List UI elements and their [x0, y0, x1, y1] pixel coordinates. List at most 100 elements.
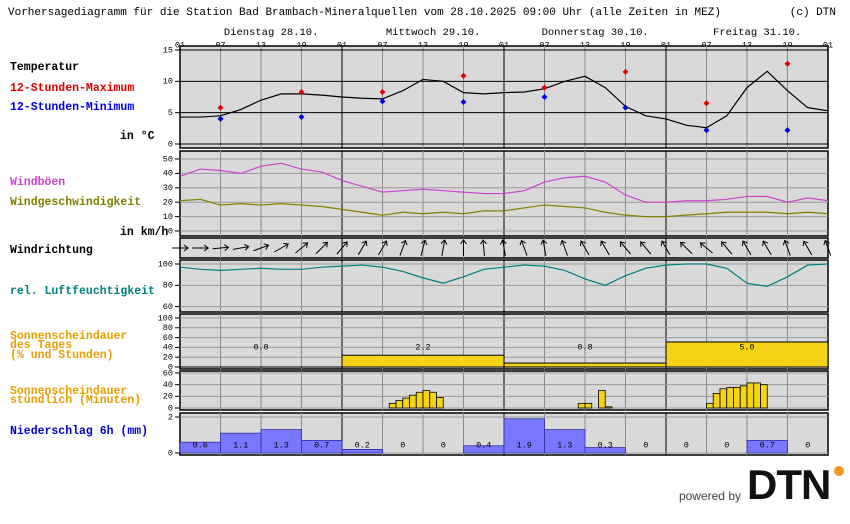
arrow-shaft [762, 240, 772, 256]
wind-arrow [192, 244, 210, 252]
max-min-point [784, 60, 791, 67]
sunshine-hour-bar [598, 390, 606, 409]
precip-bar [301, 439, 343, 454]
precip-label: 1.3 [274, 440, 289, 450]
wind-arrow [823, 239, 832, 256]
y-tick-label: 10 [163, 77, 173, 87]
arrow-shaft [399, 240, 406, 256]
wind-arrow [519, 239, 528, 256]
sunshine-hours-label: 0.0 [253, 342, 268, 352]
arrow-head [499, 239, 507, 245]
arrow-shaft [212, 246, 229, 250]
panel-label: Temperatur [10, 61, 79, 74]
max-min-point [298, 88, 305, 95]
wind-arrow [420, 239, 428, 256]
arrow-shaft [336, 241, 348, 255]
arrow-head [823, 239, 830, 246]
y-tick-label: 5 [168, 108, 173, 118]
precip-label: 0.6 [193, 440, 208, 450]
wind-arrow [212, 244, 230, 252]
arrow-shaft [441, 240, 446, 256]
sunshine-hour-bar [760, 384, 768, 409]
panel-label: Windböen [10, 176, 65, 189]
arrow-shaft [253, 244, 269, 252]
powered-by: powered by [679, 489, 741, 503]
y-tick-label: 10 [163, 212, 173, 222]
sunshine-hour-bar [712, 393, 721, 409]
y-tick-label: 40 [163, 343, 173, 353]
max-min-point [217, 115, 224, 122]
arrow-head [782, 239, 790, 246]
max-min-point [460, 72, 467, 79]
max-min-point [541, 94, 548, 100]
arrow-head [440, 239, 448, 245]
arrow-shaft [378, 240, 387, 256]
arrow-shaft [640, 241, 652, 255]
wind-arrow [640, 241, 652, 255]
y-tick-label: 0 [168, 448, 173, 458]
arrow-shaft [742, 240, 752, 256]
series-line [179, 198, 829, 218]
y-tick-label: 0 [168, 403, 173, 413]
arrow-shaft [502, 240, 506, 256]
max-min-point [379, 98, 386, 105]
arrow-head [223, 244, 230, 252]
wind-arrow [540, 239, 548, 256]
panel-label: stündlich (Minuten) [10, 394, 141, 407]
unit-label: in km/h [120, 226, 168, 239]
panel-label: (% und Stunden) [10, 349, 114, 362]
panel-label: des Tages [10, 339, 72, 352]
wind-arrow [721, 241, 733, 255]
arrow-shaft [824, 240, 832, 256]
wind-arrow [802, 240, 813, 256]
precip-bar [544, 429, 586, 454]
panel-label: Windrichtung [10, 244, 93, 257]
arrow-shaft [561, 240, 568, 256]
wind-arrow [253, 243, 270, 252]
max-min-point [379, 88, 386, 95]
precip-label: 0.7 [314, 440, 329, 450]
arrow-shaft [521, 240, 528, 256]
panel-label: Sonnenscheindauer [10, 330, 127, 343]
y-tick-label: 15 [163, 45, 173, 55]
arrow-shaft [357, 240, 367, 256]
precip-label: 1.1 [233, 440, 248, 450]
arrow-head [699, 242, 706, 248]
wind-arrow [336, 241, 348, 255]
precip-label: 0 [441, 440, 446, 450]
precip-label: 0 [400, 440, 405, 450]
max-min-point [622, 68, 629, 75]
arrow-shaft [295, 242, 308, 254]
sunshine-hour-bar [388, 402, 397, 409]
sunshine-hour-bar [746, 382, 755, 409]
wind-arrow [619, 241, 632, 255]
day-label: Dienstag 28.10. [224, 27, 319, 39]
max-min-point [541, 84, 548, 91]
sunshine-hour-bar [584, 402, 593, 409]
y-tick-label: 30 [163, 183, 173, 193]
wind-arrow [762, 240, 772, 256]
sunshine-hours-label: 2.2 [415, 342, 430, 352]
sunshine-hour-bar [719, 388, 728, 409]
arrow-shaft [721, 241, 733, 255]
day-label: Freitag 31.10. [713, 27, 801, 39]
precip-label: 1.9 [517, 440, 532, 450]
sunshine-hour-bar [739, 385, 748, 409]
wind-arrow [699, 242, 713, 254]
sunshine-hour-bar [409, 394, 417, 409]
arrow-shaft [619, 241, 632, 255]
logo-dot [834, 466, 844, 476]
precip-label: 0 [805, 440, 810, 450]
panel-label: 12-Stunden-Maximum [10, 82, 134, 95]
arrow-head [203, 244, 210, 252]
sunshine-hour-bar [577, 402, 586, 409]
arrow-head [540, 239, 548, 245]
wind-arrow [315, 241, 328, 255]
arrow-head [283, 242, 289, 249]
panel-label: rel. Luftfeuchtigkeit [10, 285, 155, 298]
wind-arrow [172, 244, 189, 252]
max-min-point [784, 127, 791, 134]
arrow-head [243, 243, 250, 251]
sunshine-hours-label: 5.0 [739, 342, 754, 352]
wind-arrow [600, 240, 610, 256]
